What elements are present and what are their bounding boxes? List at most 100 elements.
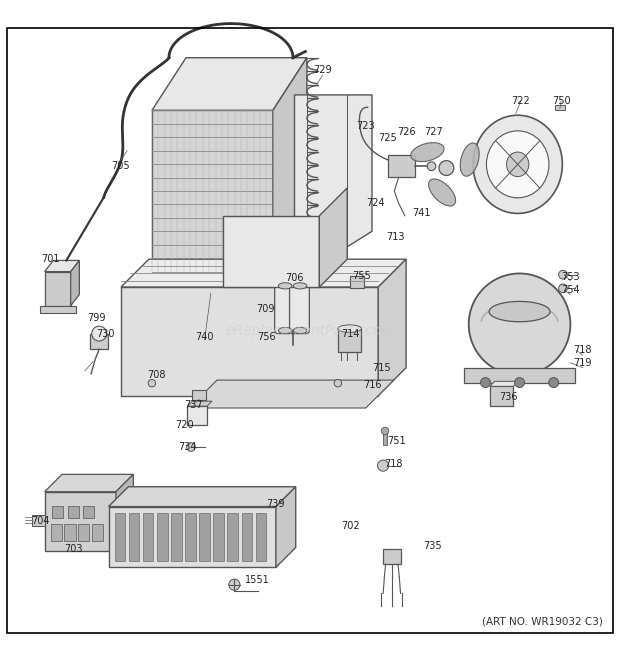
Text: 754: 754 — [561, 285, 580, 295]
Text: 718: 718 — [574, 345, 592, 356]
Circle shape — [187, 443, 195, 451]
Bar — [51, 524, 62, 541]
Text: 703: 703 — [64, 544, 82, 554]
Circle shape — [549, 377, 559, 387]
Text: 750: 750 — [552, 96, 570, 106]
Ellipse shape — [473, 115, 562, 214]
Text: 709: 709 — [256, 304, 275, 314]
Text: 719: 719 — [574, 358, 592, 368]
Text: 740: 740 — [195, 332, 214, 342]
Polygon shape — [116, 475, 133, 551]
Bar — [383, 432, 387, 445]
Circle shape — [480, 377, 490, 387]
Text: 730: 730 — [96, 329, 115, 338]
Text: 720: 720 — [175, 420, 194, 430]
Bar — [45, 272, 71, 305]
Ellipse shape — [338, 325, 361, 332]
Circle shape — [515, 377, 525, 387]
Bar — [45, 492, 116, 551]
Polygon shape — [121, 287, 378, 395]
Bar — [464, 368, 575, 383]
Ellipse shape — [487, 131, 549, 198]
Bar — [171, 513, 182, 561]
Text: 704: 704 — [31, 516, 50, 526]
Text: 708: 708 — [147, 370, 166, 380]
Bar — [255, 513, 266, 561]
Ellipse shape — [507, 152, 529, 176]
Text: 705: 705 — [112, 161, 130, 171]
Bar — [242, 513, 252, 561]
Bar — [108, 506, 276, 567]
Bar — [68, 506, 79, 518]
Bar — [338, 329, 361, 352]
Bar — [187, 406, 207, 425]
Polygon shape — [121, 259, 406, 287]
Ellipse shape — [411, 143, 444, 161]
Text: 755: 755 — [352, 271, 371, 281]
Polygon shape — [189, 380, 394, 408]
Polygon shape — [490, 381, 518, 386]
Bar — [199, 513, 210, 561]
Bar — [52, 506, 63, 518]
Bar — [115, 513, 125, 561]
Ellipse shape — [278, 283, 292, 289]
Polygon shape — [294, 95, 372, 284]
Bar — [83, 506, 94, 518]
Polygon shape — [319, 188, 347, 287]
Text: 734: 734 — [178, 442, 197, 452]
Bar — [143, 513, 153, 561]
Bar — [64, 524, 76, 541]
Text: 737: 737 — [184, 400, 203, 410]
Circle shape — [92, 326, 107, 341]
Text: 724: 724 — [366, 198, 384, 208]
Text: 751: 751 — [388, 436, 406, 446]
Circle shape — [334, 379, 342, 387]
Circle shape — [439, 161, 454, 176]
Bar — [213, 513, 224, 561]
Bar — [157, 513, 167, 561]
Bar — [388, 155, 415, 177]
Circle shape — [148, 379, 156, 387]
Bar — [383, 549, 401, 564]
Bar — [152, 110, 273, 272]
Polygon shape — [152, 58, 307, 110]
Text: 718: 718 — [384, 459, 403, 469]
Bar — [223, 215, 319, 287]
Text: 726: 726 — [397, 127, 415, 137]
Circle shape — [469, 274, 570, 375]
Polygon shape — [108, 486, 296, 506]
Ellipse shape — [293, 327, 307, 334]
Bar — [285, 260, 300, 268]
Circle shape — [427, 162, 436, 171]
Text: 725: 725 — [378, 134, 397, 143]
Ellipse shape — [278, 327, 292, 334]
Text: 713: 713 — [386, 233, 405, 243]
Bar — [129, 513, 140, 561]
Ellipse shape — [428, 179, 456, 206]
Text: 741: 741 — [412, 208, 431, 217]
Polygon shape — [45, 260, 79, 272]
Bar — [192, 390, 206, 400]
Bar — [185, 513, 196, 561]
Text: 735: 735 — [423, 541, 442, 551]
Bar — [228, 513, 238, 561]
Ellipse shape — [489, 301, 550, 322]
Polygon shape — [40, 305, 76, 313]
Text: 729: 729 — [313, 65, 332, 75]
Text: 716: 716 — [363, 380, 381, 390]
Polygon shape — [273, 58, 307, 272]
Text: 706: 706 — [285, 273, 304, 283]
Polygon shape — [378, 259, 406, 395]
Text: (ART NO. WR19032 C3): (ART NO. WR19032 C3) — [482, 617, 603, 627]
Polygon shape — [276, 486, 296, 567]
Bar — [350, 276, 364, 288]
Polygon shape — [71, 260, 79, 305]
Text: 714: 714 — [341, 329, 360, 338]
Bar — [32, 515, 45, 525]
Text: 727: 727 — [425, 127, 443, 137]
Text: 1551: 1551 — [245, 575, 270, 585]
FancyBboxPatch shape — [290, 283, 309, 334]
Text: 753: 753 — [561, 272, 580, 282]
Bar — [78, 524, 89, 541]
Polygon shape — [45, 475, 133, 492]
